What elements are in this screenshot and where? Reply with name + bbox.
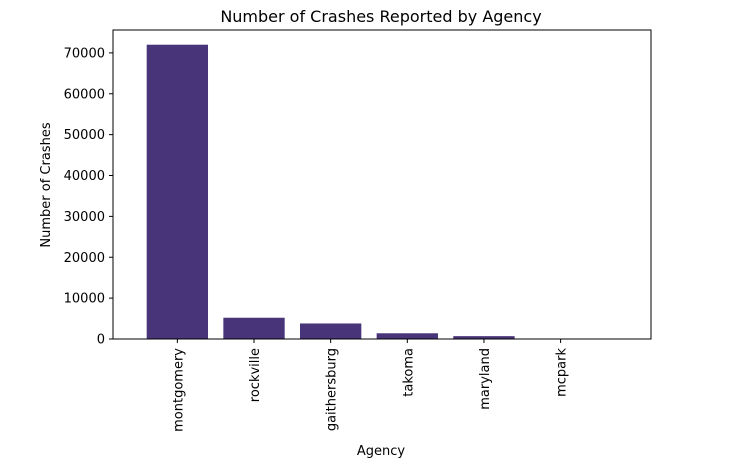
bar-montgomery (147, 45, 208, 339)
y-tick-label: 40000 (64, 169, 105, 184)
x-tick-label: takoma (401, 348, 416, 397)
bar-rockville (223, 318, 284, 339)
y-tick-label: 0 (97, 333, 105, 348)
y-axis-label: Number of Crashes (39, 122, 54, 247)
bar-gaithersburg (300, 323, 361, 339)
x-axis-ticks: montgomery rockville gaithersburg takoma mar… (171, 339, 569, 432)
y-axis-ticks: 0 10000 20000 30000 40000 50000 60000 70000 (64, 46, 113, 347)
x-tick-label: gaithersburg (325, 348, 340, 431)
x-tick-label: montgomery (171, 348, 186, 432)
y-tick-label: 70000 (64, 46, 105, 61)
x-axis-label: Agency (357, 444, 406, 459)
y-tick-label: 30000 (64, 210, 105, 225)
y-tick-label: 50000 (64, 128, 105, 143)
bar-takoma (377, 333, 438, 339)
x-tick-label: rockville (248, 348, 263, 402)
x-tick-label: mcpark (555, 348, 570, 397)
y-tick-label: 20000 (64, 251, 105, 266)
x-tick-label: maryland (478, 348, 493, 410)
bars-group (147, 45, 592, 339)
y-tick-label: 10000 (64, 292, 105, 307)
chart-title: Number of Crashes Reported by Agency (220, 7, 541, 26)
y-tick-label: 60000 (64, 87, 105, 102)
